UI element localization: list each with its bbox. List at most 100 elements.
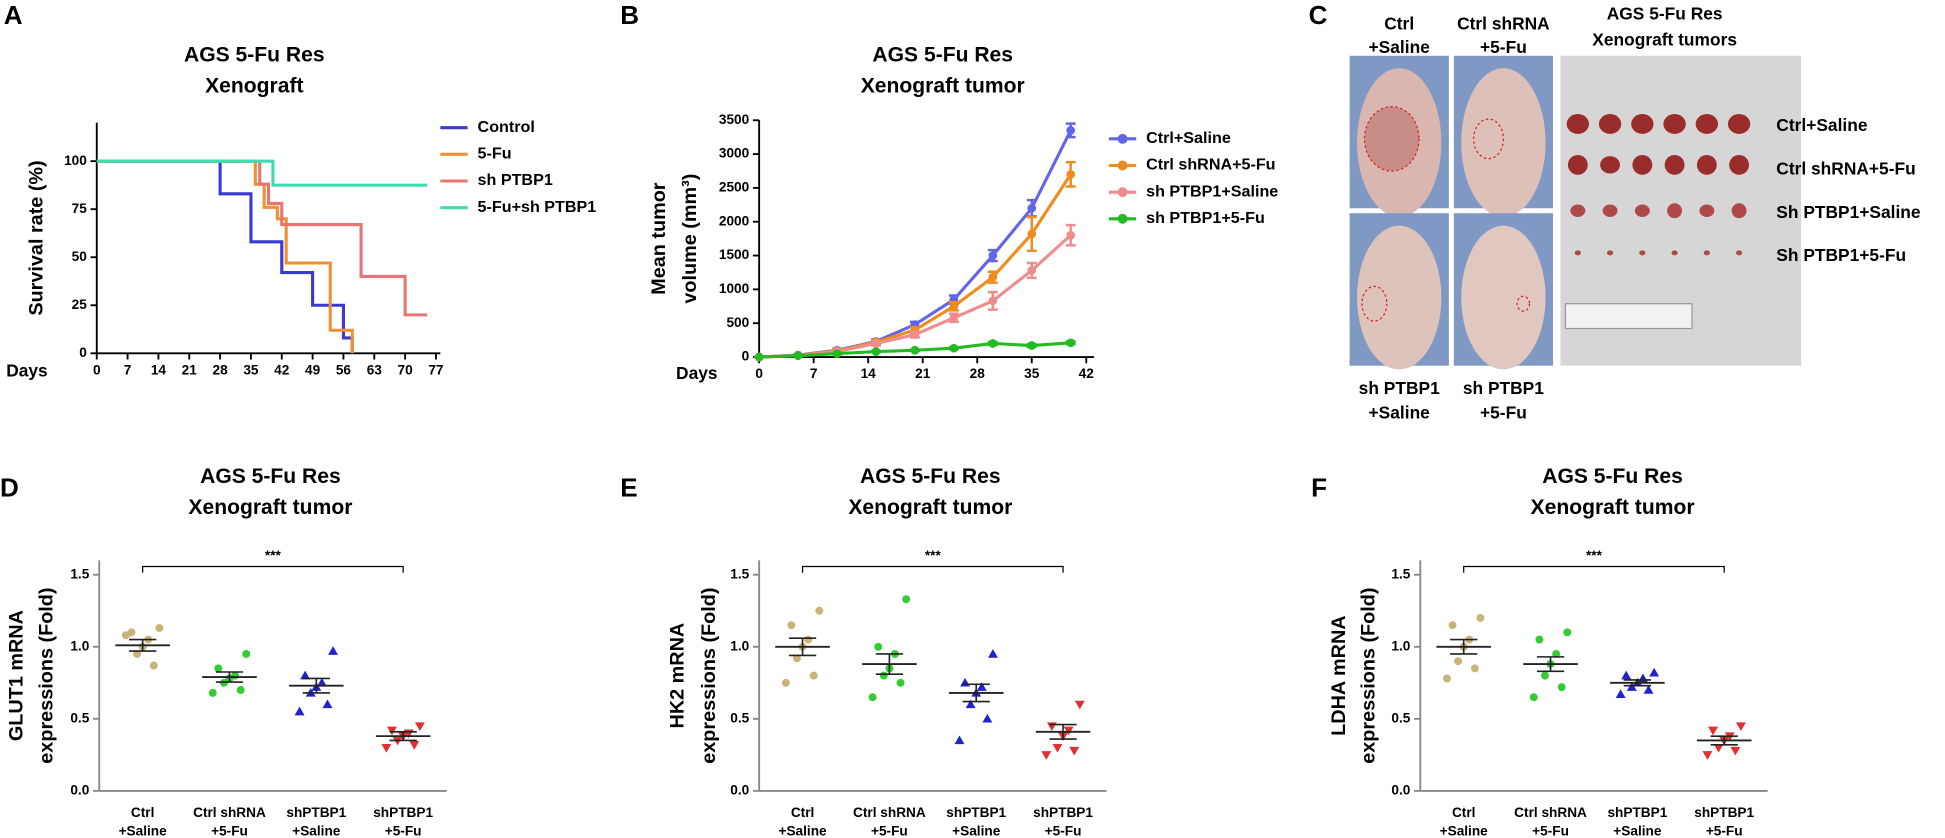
photo-panel: C Ctrl +Saline Ctrl shRNA +5-Fu AGS 5-Fu… <box>1309 0 1921 422</box>
data-point <box>409 741 420 750</box>
y-tick-label: 2000 <box>719 213 750 228</box>
data-point <box>214 664 223 673</box>
row-label: Sh PTBP1+5-Fu <box>1776 245 1906 265</box>
photo-header: +5-Fu <box>1480 37 1527 57</box>
x-tick-label: shPTBP1 <box>1694 805 1754 820</box>
data-point <box>815 606 824 615</box>
x-tick-label: shPTBP1 <box>1607 805 1667 820</box>
legend-label: 5-Fu <box>478 145 512 163</box>
data-point <box>1615 689 1626 699</box>
x-tick-label: 14 <box>861 366 877 381</box>
y-tick-label: 1.0 <box>1391 638 1410 653</box>
y-tick-label: 1.0 <box>730 638 749 653</box>
y-tick-label: 100 <box>64 153 87 168</box>
sem-bar <box>1536 656 1565 673</box>
survival-curve <box>96 159 428 317</box>
x-tick-label: Ctrl shRNA <box>193 805 266 820</box>
x-tick-label: +5-Fu <box>1045 823 1082 838</box>
x-tick-label: +Saline <box>119 823 168 838</box>
y-tick-label: 3000 <box>719 146 750 161</box>
data-point <box>208 688 217 697</box>
data-point <box>1066 170 1076 179</box>
sem-bar <box>1450 638 1478 655</box>
x-tick-label: 35 <box>1024 366 1040 381</box>
data-point <box>949 313 959 323</box>
y-tick-label: 50 <box>72 249 88 264</box>
significance-bracket <box>801 565 1064 573</box>
ruler <box>1564 303 1693 330</box>
x-tick-label: 42 <box>1079 366 1095 381</box>
data-point <box>949 343 959 353</box>
x-tick-label: 49 <box>305 362 321 377</box>
x-tick-label: +5-Fu <box>871 823 908 838</box>
x-tick-label: 21 <box>915 366 931 381</box>
data-point <box>414 722 425 732</box>
y-axis-label: expressions (Fold) <box>1358 587 1380 763</box>
y-axis-label: volume (mm³) <box>679 174 701 304</box>
data-point <box>1041 751 1052 760</box>
x-tick-label: Ctrl <box>131 805 154 820</box>
x-tick-label: Ctrl <box>1452 805 1475 820</box>
data-point <box>965 699 976 709</box>
data-point <box>871 347 881 356</box>
chart-title: AGS 5-Fu Res <box>200 465 341 488</box>
data-point <box>1027 266 1037 275</box>
data-point <box>988 649 998 658</box>
mouse <box>1357 225 1442 370</box>
legend-label: sh PTBP1 <box>478 171 553 189</box>
data-point <box>1046 722 1057 732</box>
y-tick-label: 1500 <box>719 247 750 262</box>
data-point <box>1649 667 1660 677</box>
x-tick-label: 56 <box>336 362 352 377</box>
data-point <box>1730 746 1741 756</box>
x-tick-label: 21 <box>182 362 198 377</box>
y-axis-label: expressions (Fold) <box>35 587 57 763</box>
data-point <box>976 682 987 691</box>
x-tick-label: 0 <box>93 362 101 377</box>
panel-label: A <box>4 0 23 30</box>
y-tick-label: 1.5 <box>730 566 749 581</box>
x-tick-label: 14 <box>151 362 167 377</box>
mouse <box>1461 225 1546 370</box>
y-tick-label: 0.0 <box>1391 783 1410 798</box>
y-tick-label: 0.0 <box>70 783 89 798</box>
data-point <box>1713 743 1724 753</box>
y-axis-label: LDHA mRNA <box>1328 615 1350 735</box>
photo-footer: +Saline <box>1369 403 1431 423</box>
significance-bracket <box>1463 565 1725 573</box>
x-axis-label: Days <box>6 360 48 380</box>
photo-header: Ctrl shRNA <box>1457 13 1550 33</box>
data-point <box>149 661 158 670</box>
data-point <box>781 678 790 687</box>
y-tick-label: 2500 <box>719 180 750 195</box>
y-tick-label: 1.5 <box>70 566 89 581</box>
x-tick-label: shPTBP1 <box>946 805 1006 820</box>
x-tick-label: 35 <box>243 362 259 377</box>
chart-title: Xenograft <box>205 74 303 97</box>
y-axis-label: HK2 mRNA <box>667 623 689 729</box>
x-tick-label: +5-Fu <box>211 823 248 838</box>
chart-title: AGS 5-Fu Res <box>184 43 325 66</box>
photo-footer: sh PTBP1 <box>1463 378 1544 398</box>
y-tick-label: 1.5 <box>1391 566 1410 581</box>
data-point <box>387 726 397 736</box>
tumor-outline <box>1516 295 1531 312</box>
data-point <box>910 330 920 340</box>
chart-title: Xenograft tumor <box>188 496 352 519</box>
legend-marker <box>1117 213 1128 224</box>
data-point <box>1643 685 1654 694</box>
data-point <box>879 671 888 680</box>
y-tick-label: 1000 <box>719 281 750 296</box>
data-point <box>793 654 801 663</box>
data-point <box>1069 746 1080 756</box>
data-point <box>988 296 998 306</box>
x-tick-label: Ctrl <box>791 805 814 820</box>
x-tick-label: +Saline <box>1613 823 1662 838</box>
significance-label: *** <box>925 548 942 563</box>
significance-label: *** <box>265 548 282 563</box>
data-point <box>1735 722 1746 732</box>
y-axis-label: expressions (Fold) <box>698 587 720 763</box>
data-point <box>1621 670 1632 680</box>
y-tick-label: 0 <box>79 345 87 360</box>
panel-label: F <box>1311 473 1327 503</box>
